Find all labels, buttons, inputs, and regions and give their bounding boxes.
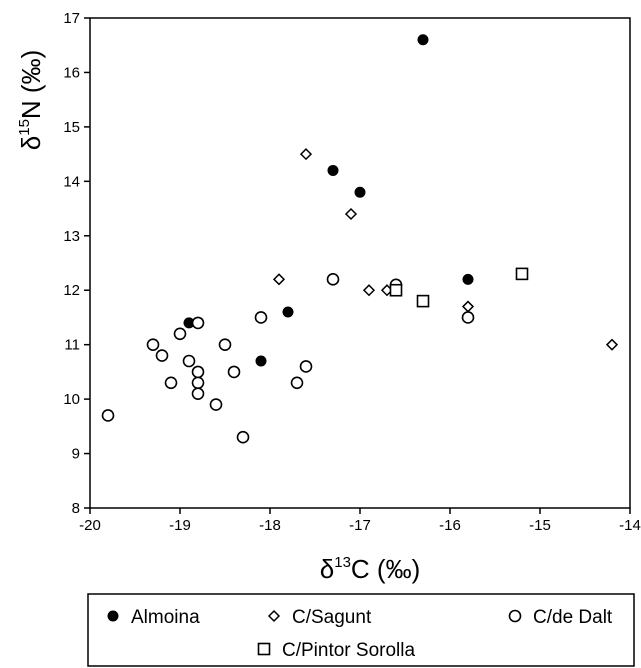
y-tick-label: 11 [64, 337, 80, 354]
x-tick-label: -17 [349, 517, 371, 534]
c-de-dalt-point [209, 398, 223, 411]
x-tick-label: -18 [259, 517, 281, 534]
c-de-dalt-point [461, 311, 475, 324]
c-sagunt-point [605, 338, 619, 351]
c-sagunt-point [344, 207, 358, 221]
x-axis-title: δ13C (‰) [320, 554, 421, 584]
x-tick-label: -14 [619, 517, 641, 534]
x-tick-label: -15 [529, 517, 551, 534]
y-axis-title: δ15N (‰) [16, 50, 46, 151]
c-de-dalt-point [173, 327, 187, 341]
legend-label-c-pintor-sorolla: C/Pintor Sorolla [282, 640, 415, 661]
c-de-dalt-point [164, 376, 178, 390]
y-tick-label: 16 [63, 64, 80, 81]
almoina-point [282, 306, 294, 318]
y-tick-label: 10 [63, 391, 80, 408]
x-axis-title-superscript: 13 [334, 554, 351, 571]
x-axis-title-main: C (‰) [351, 554, 420, 584]
legend-marker-almoina [107, 610, 119, 622]
x-axis-title-prefix: δ [320, 554, 334, 584]
c-sagunt-point [461, 300, 475, 313]
almoina-point [255, 355, 267, 367]
legend-label-c-de-dalt: C/de Dalt [533, 607, 613, 628]
almoina-point [462, 273, 474, 285]
almoina-point [354, 186, 366, 198]
legend-marker-c-sagunt [267, 609, 281, 623]
y-axis-title-prefix: δ [16, 136, 46, 150]
c-de-dalt-point [191, 376, 205, 390]
c-de-dalt-point [299, 360, 313, 373]
c-de-dalt-point [218, 338, 232, 351]
c-sagunt-point [272, 273, 286, 286]
c-sagunt-point [299, 148, 313, 161]
x-axis: -20 -19 -18 -17 -16 -15 -14 [79, 508, 641, 534]
c-de-dalt-point [191, 387, 205, 400]
c-de-dalt-point [227, 365, 241, 379]
c-de-dalt-point [326, 273, 340, 286]
plot-border [89, 17, 631, 509]
legend-marker-c-pintor-sorolla [257, 642, 271, 656]
c-sagunt-point [362, 284, 376, 297]
x-tick-label: -19 [169, 517, 191, 534]
x-tick-label: -16 [439, 517, 461, 534]
y-axis-title-main: N (‰) [16, 50, 46, 119]
y-axis-title-superscript: 15 [16, 119, 33, 136]
c-de-dalt-point [191, 365, 205, 379]
plot-area [89, 17, 631, 509]
c-de-dalt-point [191, 316, 205, 330]
y-axis: 8 9 10 11 12 13 14 15 16 17 [63, 10, 90, 517]
y-tick-label: 14 [63, 173, 80, 190]
y-tick-label: 9 [72, 446, 80, 463]
almoina-point [327, 164, 339, 176]
c-de-dalt-point [236, 430, 250, 444]
c-de-dalt-point [155, 349, 169, 362]
y-tick-label: 8 [72, 500, 80, 517]
legend-box [87, 593, 635, 667]
legend-label-almoina: Almoina [131, 607, 200, 628]
legend-marker-c-de-dalt [508, 609, 522, 623]
legend-label-c-sagunt: C/Sagunt [292, 607, 372, 628]
y-tick-label: 13 [63, 228, 80, 245]
y-tick-label: 17 [63, 10, 80, 27]
c-pintor-sorolla-point [515, 267, 529, 281]
c-pintor-sorolla-point [389, 283, 403, 297]
y-tick-label: 12 [63, 282, 80, 299]
almoina-point [417, 34, 429, 46]
c-de-dalt-point [290, 376, 304, 390]
c-de-dalt-point [182, 354, 196, 368]
y-tick-label: 15 [63, 119, 80, 136]
x-tick-label: -20 [79, 517, 101, 534]
data-points [101, 34, 619, 444]
legend: Almoina C/Sagunt C/de Dalt C/Pintor Sorolla [87, 593, 635, 667]
c-de-dalt-point [254, 311, 268, 324]
c-de-dalt-point [146, 338, 160, 351]
c-pintor-sorolla-point [416, 294, 430, 308]
c-de-dalt-point [101, 409, 115, 422]
